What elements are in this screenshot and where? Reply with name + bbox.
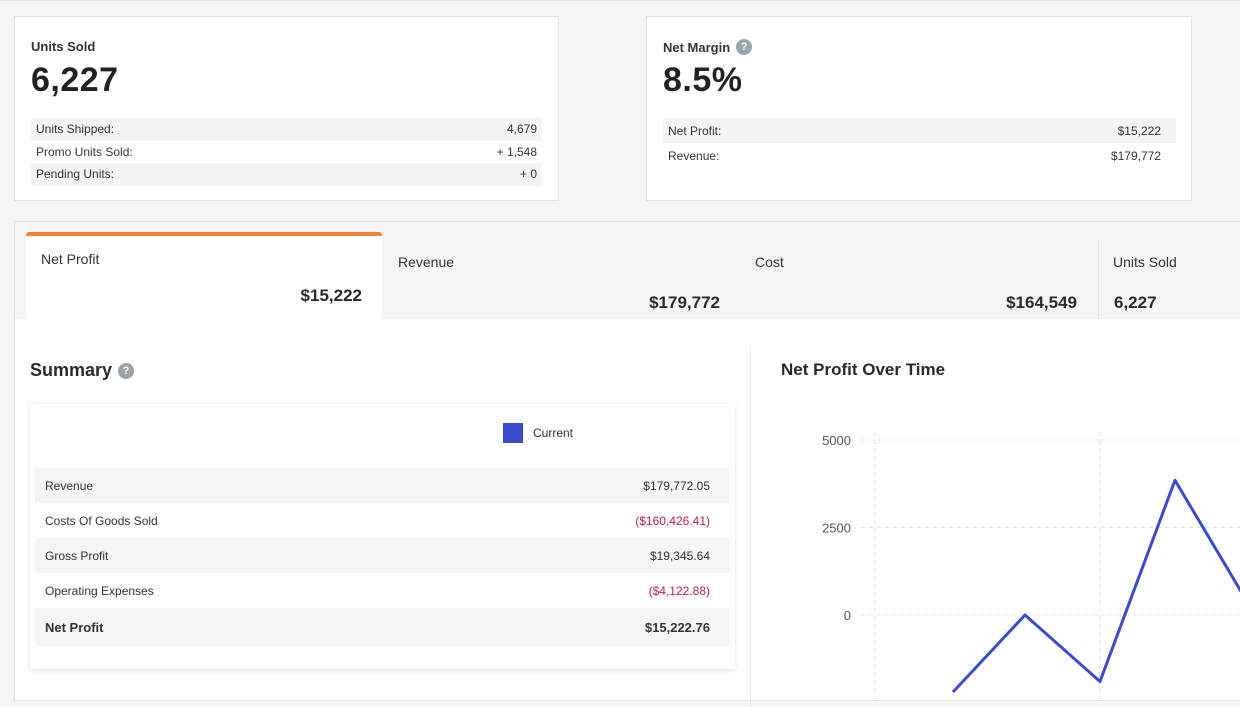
summary-row-operating-expenses: Operating Expenses ($4,122.88) [35,573,730,608]
tab-label: Cost [755,254,784,270]
margin-breakdown: Net Profit: $15,222 Revenue: $179,772 [663,118,1176,168]
pending-units-row: Pending Units: + 0 [31,163,542,186]
row-value: $179,772 [1110,148,1161,163]
summary-rows: Revenue $179,772.05 Costs Of Goods Sold … [35,468,730,646]
metric-tabs: Net Profit $15,222 Revenue $179,772 Cost… [15,222,1240,319]
y-tick-label: 5000 [822,433,851,448]
tab-units-sold[interactable]: Units Sold 6,227 [1098,232,1240,319]
net-margin-label: Net Margin [663,39,731,55]
row-label: Units Shipped: [36,122,115,137]
net-profit-row: Net Profit: $15,222 [663,118,1176,143]
help-icon[interactable]: ? [118,362,135,379]
units-breakdown: Units Shipped: 4,679 Promo Units Sold: +… [31,118,542,186]
row-value: $179,772.05 [643,478,710,493]
net-margin-card: Net Margin ? 8.5% Net Profit: $15,222 Re… [646,16,1192,201]
row-value: $15,222.76 [644,619,710,635]
row-label: Gross Profit [45,548,109,563]
row-value: 4,679 [506,122,537,137]
row-label: Revenue: [668,148,720,163]
summary-row-cogs: Costs Of Goods Sold ($160,426.41) [35,503,730,538]
chart-title: Net Profit Over Time [781,360,946,379]
y-tick-label: 2500 [822,521,851,536]
legend-swatch [503,423,523,443]
summary-label: Summary [30,360,113,380]
metrics-panel: Net Profit $15,222 Revenue $179,772 Cost… [14,221,1240,707]
top-divider [0,0,1240,1]
summary-row-net-profit: Net Profit $15,222.76 [35,608,730,646]
tab-value: $179,772 [649,293,720,312]
legend-label: Current [533,426,574,440]
row-value: + 0 [519,167,537,182]
row-label: Net Profit: [668,123,722,138]
tab-value: $164,549 [1006,293,1077,312]
section-divider [750,347,751,707]
legend: Current [503,423,573,443]
summary-table: Current Revenue $179,772.05 Costs Of Goo… [30,404,735,669]
tab-label: Net Profit [41,251,100,267]
row-value: ($4,122.88) [648,583,710,598]
units-sold-card: Units Sold 6,227 Units Shipped: 4,679 Pr… [14,16,559,201]
row-label: Net Profit [45,619,104,635]
summary-row-gross-profit: Gross Profit $19,345.64 [35,538,730,573]
tab-label: Units Sold [1113,254,1177,270]
units-sold-value: 6,227 [31,61,119,99]
row-label: Operating Expenses [45,583,154,598]
net-margin-title: Net Margin ? [663,39,753,55]
help-icon[interactable]: ? [736,39,753,55]
y-tick-label: 0 [844,608,851,623]
tab-net-profit[interactable]: Net Profit $15,222 [26,232,382,319]
units-sold-title: Units Sold [31,39,96,54]
summary-row-revenue: Revenue $179,772.05 [35,468,730,503]
net-margin-value: 8.5% [663,61,743,99]
summary-title: Summary ? [30,360,135,381]
row-value: $15,222 [1117,123,1161,138]
promo-units-row: Promo Units Sold: + 1,548 [31,141,542,164]
net-profit-chart: 5000 2500 0 [822,432,1240,702]
revenue-row: Revenue: $179,772 [663,143,1176,168]
row-value: + 1,548 [496,144,537,159]
row-value: ($160,426.41) [635,513,710,528]
tab-cost[interactable]: Cost $164,549 [740,232,1097,319]
row-value: $19,345.64 [649,548,710,563]
series-line [951,478,1240,694]
tab-divider [1098,240,1099,319]
tab-value: $15,222 [300,286,362,305]
tab-revenue[interactable]: Revenue $179,772 [383,232,740,319]
row-label: Costs Of Goods Sold [45,513,158,528]
row-label: Revenue [45,478,94,493]
tab-label: Revenue [398,254,455,270]
tab-value: 6,227 [1114,293,1157,312]
row-label: Promo Units Sold: [36,144,133,159]
units-shipped-row: Units Shipped: 4,679 [31,118,542,141]
row-label: Pending Units: [36,167,115,182]
